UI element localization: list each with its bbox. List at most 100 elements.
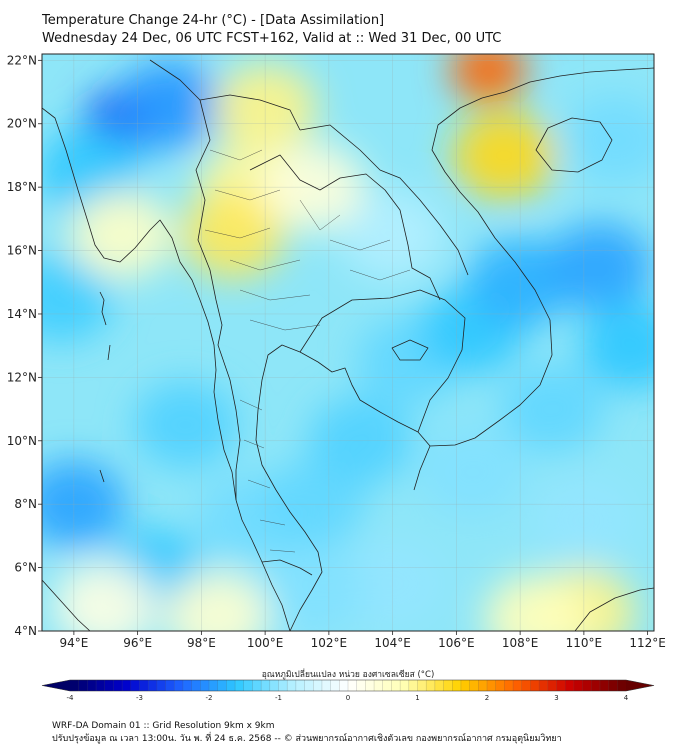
lon-tick-label: 98°E [187,636,216,650]
colorbar-tick-label: 1 [415,694,419,702]
colorbar-segment [304,680,314,691]
lat-tick-label: 12°N [7,370,37,384]
colorbar-segment [487,680,497,691]
coastline-south-china [481,67,654,99]
field-blob-12 [547,222,652,311]
colorbar-segment [452,680,462,691]
coastline-sumatra [42,579,91,631]
field-blob-3 [42,253,114,343]
colorbar-segment [365,680,375,691]
colorbar-segment [599,680,610,691]
colorbar-segment [104,680,114,691]
lon-tick-label: 104°E [374,636,411,650]
tonle-sap-lake [391,339,429,361]
colorbar: อุณหภูมิเปลี่ยนแปลง หน่วย องศาเซลเซียส (… [41,668,655,702]
colorbar-segment [148,680,158,691]
colorbar-segment [182,680,193,691]
colorbar-segment [443,680,453,691]
colorbar-segment [209,680,219,691]
colorbar-segment [200,680,210,691]
coastlines-and-borders [42,59,654,631]
colorbar-segment [530,680,540,691]
colorbar-segment [539,680,549,691]
coastline-gulf-west [255,344,431,631]
lat-tick-label: 8°N [14,497,37,511]
lat-tick-label: 16°N [7,244,37,258]
lon-tick-label: 102°E [311,636,348,650]
field-blob-32 [53,561,158,631]
lon-tick-label: 100°E [247,636,284,650]
lat-tick-label: 10°N [7,434,37,448]
footer-model-info: WRF-DA Domain 01 :: Grid Resolution 9km … [52,721,275,731]
colorbar-segment [139,680,149,691]
lon-tick-label: 110°E [566,636,603,650]
colorbar-segment [495,680,505,691]
colorbar-segment [278,680,288,691]
colorbar-segment [460,680,471,691]
colorbar-segment [156,680,166,691]
lon-tick-label: 94°E [59,636,88,650]
colorbar-segment [391,680,401,691]
lat-tick-label: 14°N [7,307,37,321]
map-title-block: Temperature Change 24-hr (°C) - [Data As… [42,12,501,48]
field-blob-1 [117,60,222,149]
latitude-axis: 22°N 20°N 18°N 16°N 14°N 12°N 10°N 8°N 6°N 4°N [7,53,42,638]
lat-tick-label: 18°N [7,180,37,194]
colorbar-tick-label: -2 [206,694,213,702]
colorbar-segment [295,680,305,691]
border-laos-vietnam [299,124,469,276]
colorbar-tick-label: -4 [67,694,75,702]
province-lines-north [204,149,411,331]
colorbar-segment [330,680,340,691]
colorbar-segment [478,680,488,691]
colorbar-segment [591,680,601,691]
graticule [42,54,654,631]
colorbar-segment [113,680,123,691]
andaman-islands [99,291,111,483]
colorbar-segment [582,680,592,691]
hainan-island [535,117,613,173]
colorbar-tick-label: 4 [624,694,629,702]
coastline-vietnam [429,97,553,447]
colorbar-segment [573,680,583,691]
colorbar-segment [252,680,262,691]
colorbar-segments [42,680,654,691]
colorbar-segment [556,680,566,691]
border-laos-thailand [249,154,441,301]
province-lines-south [239,399,296,553]
border-cambodia [299,289,466,433]
lat-tick-label: 6°N [14,561,37,575]
colorbar-tick-label: 2 [485,694,489,702]
lon-tick-label: 96°E [123,636,152,650]
colorbar-segment [122,680,132,691]
temperature-field [42,54,654,631]
map-title: Temperature Change 24-hr (°C) - [Data As… [42,13,385,28]
field-blob-26 [181,190,286,279]
coastline-borneo [574,587,654,631]
colorbar-segment [217,680,227,691]
colorbar-segment [70,680,80,691]
field-blob-14 [500,364,604,454]
colorbar-segment [96,680,106,691]
colorbar-segment [269,680,279,691]
colorbar-segment [374,680,384,691]
colorbar-segment [261,680,271,691]
colorbar-segment [565,680,575,691]
colorbar-tick-label: -3 [136,694,143,702]
field-blob-30 [484,574,589,631]
colorbar-segment [339,680,349,691]
field-blob-22 [450,54,527,103]
colorbar-segment [408,680,418,691]
colorbar-segment [235,680,245,691]
colorbar-segment [287,680,297,691]
colorbar-segment [165,680,175,691]
lat-tick-label: 22°N [7,53,37,67]
colorbar-segment [434,680,444,691]
colorbar-segment [608,680,618,691]
colorbar-tick-label: 0 [346,694,350,702]
colorbar-segment [243,680,253,691]
colorbar-outline [41,679,655,692]
colorbar-segment [426,680,436,691]
colorbar-segment [513,680,523,691]
